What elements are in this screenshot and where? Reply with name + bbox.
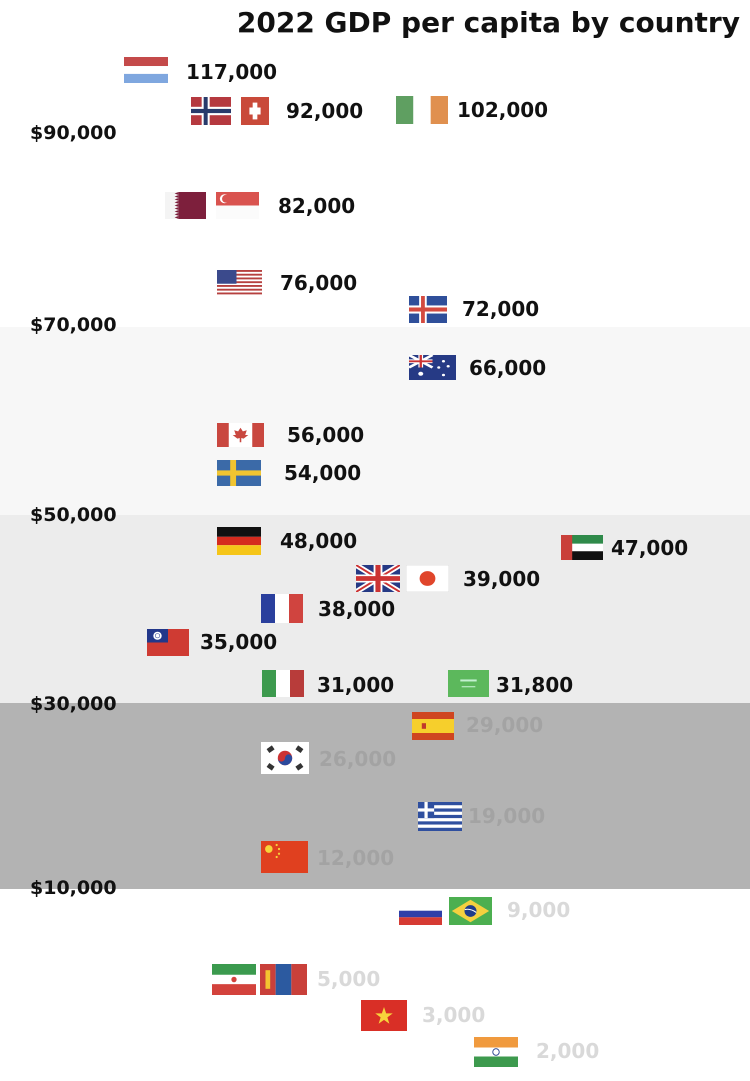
data-label: 3,000 [422,1003,486,1027]
vietnam-flag-icon [361,1000,407,1031]
greece-flag-icon [418,802,462,831]
mongolia-flag-icon [260,964,307,995]
band-70k-50k [0,327,750,515]
data-label: 26,000 [319,747,397,771]
sweden-flag-icon [217,460,261,486]
qatar-flag-icon [165,192,206,219]
india-flag-icon [474,1037,518,1067]
data-label: 9,000 [507,898,571,922]
data-label: 102,000 [457,98,549,122]
japan-flag-icon [406,565,449,592]
ireland-flag-icon [396,96,448,124]
data-label: 29,000 [466,713,544,737]
y-tick-label: $90,000 [30,122,117,144]
y-tick-label: $10,000 [30,877,117,899]
data-label: 39,000 [463,567,541,591]
data-label: 72,000 [462,297,540,321]
data-label: 5,000 [317,967,381,991]
data-label: 76,000 [280,271,358,295]
data-label: 56,000 [287,423,365,447]
data-label: 47,000 [611,536,689,560]
data-label: 54,000 [284,461,362,485]
data-label: 12,000 [317,846,395,870]
data-label: 82,000 [278,194,356,218]
taiwan-flag-icon [147,629,189,656]
usa-flag-icon [217,270,262,295]
data-label: 35,000 [200,630,278,654]
spain-flag-icon [412,712,454,740]
data-label: 19,000 [468,804,546,828]
y-tick-label: $70,000 [30,314,117,336]
band-50k-30k [0,515,750,703]
switzerland-flag-icon [241,97,269,125]
chart-title: 2022 GDP per capita by country [236,6,740,39]
luxembourg-flag-icon [124,57,168,83]
iran-flag-icon [212,964,256,995]
china-flag-icon [261,841,308,873]
italy-flag-icon [262,670,304,697]
france-flag-icon [261,594,303,623]
data-label: 66,000 [469,356,547,380]
russia-flag-icon [399,903,442,925]
data-label: 31,800 [496,673,574,697]
brazil-flag-icon [449,897,492,925]
uae-flag-icon [561,535,603,560]
band-30k-10k [0,703,750,889]
canada-flag-icon [217,423,264,447]
saudi-arabia-flag-icon [448,670,489,697]
y-tick-label: $50,000 [30,504,117,526]
data-label: 117,000 [186,60,278,84]
data-label: 38,000 [318,597,396,621]
data-label: 31,000 [317,673,395,697]
australia-flag-icon [409,355,456,380]
singapore-flag-icon [216,192,259,219]
south-korea-flag-icon [261,742,309,774]
germany-flag-icon [217,527,261,555]
iceland-flag-icon [409,296,447,323]
data-label: 48,000 [280,529,358,553]
data-label: 92,000 [286,99,364,123]
norway-flag-icon [191,97,231,125]
data-label: 2,000 [536,1039,600,1063]
y-tick-label: $30,000 [30,693,117,715]
uk-flag-icon [356,565,400,592]
